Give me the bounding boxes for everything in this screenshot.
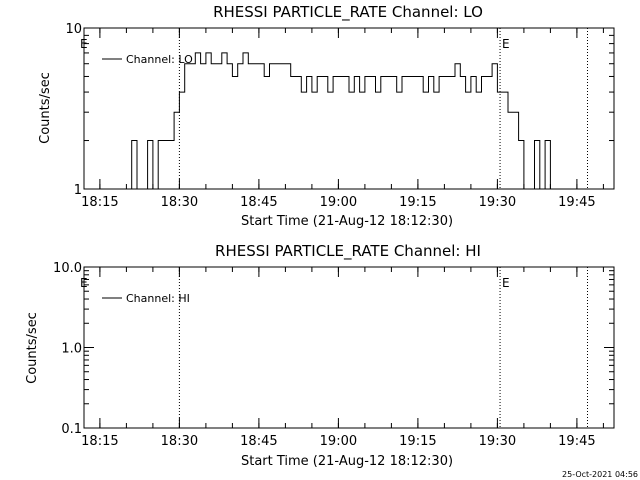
lo-series-line xyxy=(126,52,556,190)
y-tick-label: 1.0 xyxy=(61,342,82,357)
y-tick-label: 10.0 xyxy=(53,261,82,276)
hi-channel-panel: RHESSI PARTICLE_RATE Channel: HI 0.11.01… xyxy=(25,242,615,469)
lo-y-axis-label: Counts/sec xyxy=(38,72,53,144)
x-tick-label: 18:30 xyxy=(161,195,198,210)
lo-channel-panel: RHESSI PARTICLE_RATE Channel: LO 1 10 18:… xyxy=(38,3,615,229)
lo-y-ticks: 1 10 xyxy=(65,22,614,198)
x-tick-label: 19:45 xyxy=(558,434,595,449)
x-tick-label: 19:30 xyxy=(479,195,516,210)
lo-legend: Channel: LO xyxy=(102,53,193,66)
x-tick-label: 19:30 xyxy=(479,434,516,449)
time-marker-label: E xyxy=(502,37,510,51)
hi-y-axis-label: Counts/sec xyxy=(25,312,40,384)
lo-x-ticks: 18:15 18:30 18:45 19:00 19:15 19:30 19:45 xyxy=(81,28,604,210)
lo-legend-label: Channel: LO xyxy=(126,53,193,66)
y-tick-label: 0.1 xyxy=(61,422,82,437)
hi-chart-title: RHESSI PARTICLE_RATE Channel: HI xyxy=(215,242,481,261)
x-tick-label: 19:00 xyxy=(320,434,357,449)
x-tick-label: 19:15 xyxy=(399,195,436,210)
hi-legend-label: Channel: HI xyxy=(126,292,190,305)
generation-timestamp: 25-Oct-2021 04:56 xyxy=(562,470,638,479)
x-tick-label: 19:45 xyxy=(558,195,595,210)
x-tick-label: 18:30 xyxy=(161,434,198,449)
time-marker-label: E xyxy=(502,276,510,290)
x-tick-label: 19:00 xyxy=(320,195,357,210)
x-tick-label: 18:15 xyxy=(81,195,118,210)
hi-x-axis-label: Start Time (21-Aug-12 18:12:30) xyxy=(241,454,453,469)
lo-time-markers: E xyxy=(178,28,588,189)
lo-plot-frame xyxy=(83,27,615,190)
x-tick-label: 18:45 xyxy=(240,195,277,210)
x-tick-label: 18:15 xyxy=(81,434,118,449)
lo-chart-title: RHESSI PARTICLE_RATE Channel: LO xyxy=(213,3,483,22)
hi-x-ticks: 18:15 18:30 18:45 19:00 19:15 19:30 19:45 xyxy=(81,267,604,449)
y-tick-label: 1 xyxy=(74,183,82,198)
hi-legend: Channel: HI xyxy=(102,292,190,305)
y-tick-label: 10 xyxy=(65,22,82,37)
lo-x-axis-label: Start Time (21-Aug-12 18:12:30) xyxy=(241,214,453,229)
x-tick-label: 18:45 xyxy=(240,434,277,449)
lo-left-marker-label: E xyxy=(80,37,88,51)
hi-time-markers: E xyxy=(178,267,588,428)
hi-y-ticks: 0.1 1.0 10.0 xyxy=(53,261,614,437)
x-tick-label: 19:15 xyxy=(399,434,436,449)
hi-left-marker-label: E xyxy=(80,276,88,290)
